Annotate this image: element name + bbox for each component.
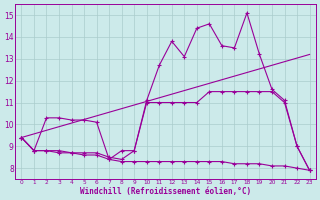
X-axis label: Windchill (Refroidissement éolien,°C): Windchill (Refroidissement éolien,°C) [80, 187, 251, 196]
